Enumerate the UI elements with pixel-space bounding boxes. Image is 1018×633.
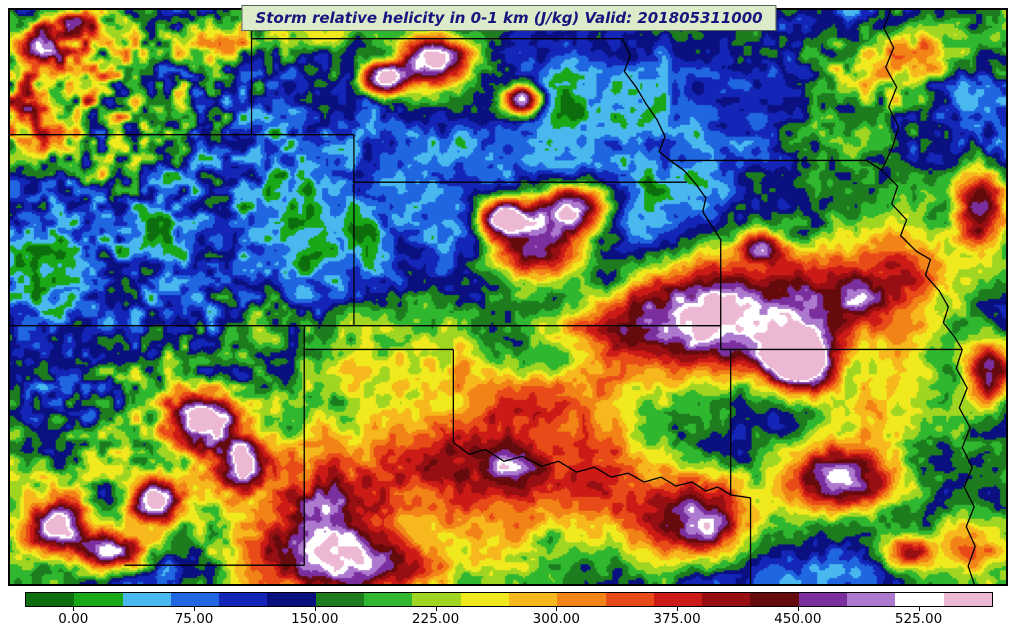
state-border-line [881, 10, 900, 171]
colorbar-segment [653, 593, 703, 606]
colorbar-tick-label: 450.00 [774, 611, 822, 627]
colorbar-tick-label: 300.00 [532, 611, 580, 627]
colorbar-tickmark [797, 607, 799, 611]
colorbar [25, 592, 993, 607]
colorbar-tick-label: 525.00 [894, 611, 943, 627]
colorbar-segment [798, 593, 848, 606]
colorbar-tickmark [918, 607, 920, 611]
colorbar-segment [460, 593, 509, 606]
state-border-line [124, 325, 305, 566]
colorbar-tickmark [677, 607, 679, 611]
state-border-line [720, 348, 732, 495]
colorbar-segment [315, 593, 365, 606]
colorbar-segment [267, 593, 316, 606]
colorbar-segment [702, 593, 751, 606]
colorbar-tick-label: 225.00 [411, 611, 460, 627]
colorbar-tickmark [556, 607, 558, 611]
state-borders-overlay [10, 10, 976, 584]
colorbar-segment [122, 593, 171, 606]
state-border-line [881, 169, 963, 350]
state-border-line [621, 38, 722, 326]
state-border-line [452, 441, 731, 496]
colorbar-segment [26, 593, 75, 606]
colorbar-segment [605, 593, 654, 606]
colorbar-segment [74, 593, 123, 606]
colorbar-segment [847, 593, 896, 606]
state-border-line [730, 494, 752, 584]
colorbar-segment [750, 593, 799, 606]
colorbar-segment [557, 593, 606, 606]
colorbar-tickmark [194, 607, 196, 611]
colorbar-segment [170, 593, 220, 606]
helicity-field-canvas [10, 10, 1006, 584]
state-border-line [670, 159, 883, 171]
colorbar-tick-label: 150.00 [291, 611, 339, 627]
figure-title: Storm relative helicity in 0-1 km (J/kg)… [241, 5, 777, 31]
colorbar-segment [895, 593, 944, 606]
colorbar-tick-label: 0.00 [58, 611, 89, 627]
colorbar-segment [943, 593, 992, 606]
colorbar-tick-label: 75.00 [174, 611, 214, 627]
colorbar-tickmark [73, 607, 75, 611]
colorbar-segment [219, 593, 268, 606]
state-border-line [955, 349, 976, 584]
map-panel [8, 8, 1008, 586]
colorbar-tick-label: 375.00 [653, 611, 701, 627]
colorbar-segment [364, 593, 413, 606]
colorbar-segment [508, 593, 558, 606]
colorbar-tickmark [314, 607, 316, 611]
colorbar-tickmark [435, 607, 437, 611]
colorbar-segment [412, 593, 461, 606]
